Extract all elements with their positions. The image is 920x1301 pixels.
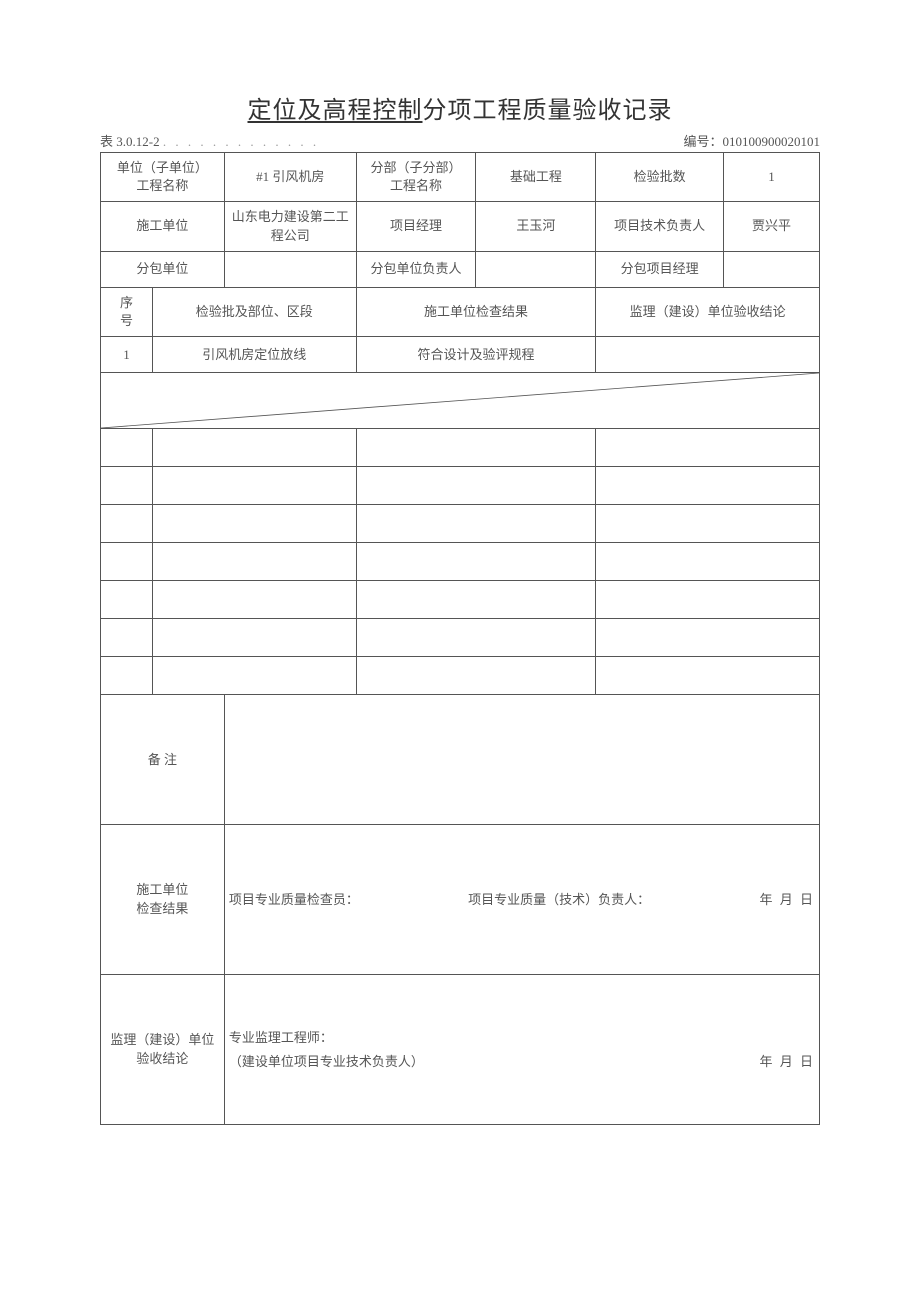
table-row [101,657,820,695]
hdr-subcontractor-label: 分包单位 [101,251,225,287]
title-underlined: 定位及高程控制 [248,98,423,124]
sig2-date: 年 月 日 [759,1050,815,1073]
table-row: 备 注 [101,695,820,825]
hdr-sub-pm-label: 分包项目经理 [596,251,724,287]
sig2-tech-lead: （建设单位项目专业技术负责人） [229,1050,424,1073]
hdr-unit-name-label: 单位（子单位）工程名称 [101,153,225,202]
cell-batch: 引风机房定位放线 [152,337,356,373]
cell-check: 符合设计及验评规程 [356,337,596,373]
hdr-sub-pm-val [724,251,820,287]
table-row: 监理（建设）单位验收结论 专业监理工程师： （建设单位项目专业技术负责人） 年 … [101,975,820,1125]
serial-no: 010100900020101 [723,134,821,149]
sig1-body: 项目专业质量检查员： 项目专业质量（技术）负责人： 年 月 日 [224,825,819,975]
hdr-division-label: 分部（子分部）工程名称 [356,153,476,202]
table-row [101,373,820,429]
diagonal-cell [101,373,820,429]
hdr-tech-lead-val: 贾兴平 [724,202,820,251]
sig1-tech-lead: 项目专业质量（技术）负责人： [468,888,650,911]
hdr-sub-lead-val [476,251,596,287]
table-row [101,467,820,505]
hdr-contractor-val: 山东电力建设第二工程公司 [224,202,356,251]
col-batch: 检验批及部位、区段 [152,287,356,336]
sig1-label: 施工单位检查结果 [101,825,225,975]
table-row: 施工单位检查结果 项目专业质量检查员： 项目专业质量（技术）负责人： 年 月 日 [101,825,820,975]
page-title: 定位及高程控制分项工程质量验收记录 [100,90,820,125]
table-no: 表 3.0.12-2 . . . . . . . . . . . . . [100,131,319,150]
dots: . . . . . . . . . . . . . [163,134,319,149]
title-rest: 分项工程质量验收记录 [423,98,673,124]
inspection-form-table: 单位（子单位）工程名称 #1 引风机房 分部（子分部）工程名称 基础工程 检验批… [100,152,820,1125]
table-row: 单位（子单位）工程名称 #1 引风机房 分部（子分部）工程名称 基础工程 检验批… [101,153,820,202]
col-seq: 序号 [101,287,153,336]
col-accept: 监理（建设）单位验收结论 [596,287,820,336]
remark-value [224,695,819,825]
meta-row: 表 3.0.12-2 . . . . . . . . . . . . . 编号：… [100,131,820,150]
hdr-subcontractor-val [224,251,356,287]
sig1-inspector: 项目专业质量检查员： [229,888,359,911]
hdr-tech-lead-label: 项目技术负责人 [596,202,724,251]
col-check: 施工单位检查结果 [356,287,596,336]
table-row: 施工单位 山东电力建设第二工程公司 项目经理 王玉河 项目技术负责人 贾兴平 [101,202,820,251]
hdr-sub-lead-label: 分包单位负责人 [356,251,476,287]
table-row [101,429,820,467]
hdr-pm-label: 项目经理 [356,202,476,251]
table-no-label: 表 3.0.12-2 [100,134,160,149]
cell-seq: 1 [101,337,153,373]
table-row: 序号 检验批及部位、区段 施工单位检查结果 监理（建设）单位验收结论 [101,287,820,336]
sig2-engineer: 专业监理工程师： [229,1026,333,1049]
cell-accept [596,337,820,373]
sig1-date: 年 月 日 [759,888,815,911]
hdr-pm-val: 王玉河 [476,202,596,251]
hdr-batchcount-label: 检验批数 [596,153,724,202]
hdr-contractor-label: 施工单位 [101,202,225,251]
serial-block: 编号：010100900020101 [683,131,820,150]
table-row: 1 引风机房定位放线 符合设计及验评规程 [101,337,820,373]
hdr-unit-name-val: #1 引风机房 [224,153,356,202]
serial-label: 编号： [683,134,722,149]
sig2-body: 专业监理工程师： （建设单位项目专业技术负责人） 年 月 日 [224,975,819,1125]
table-row [101,543,820,581]
table-row [101,619,820,657]
table-row: 分包单位 分包单位负责人 分包项目经理 [101,251,820,287]
sig2-label: 监理（建设）单位验收结论 [101,975,225,1125]
hdr-batchcount-val: 1 [724,153,820,202]
table-row [101,581,820,619]
table-row [101,505,820,543]
hdr-division-val: 基础工程 [476,153,596,202]
remark-label: 备 注 [101,695,225,825]
